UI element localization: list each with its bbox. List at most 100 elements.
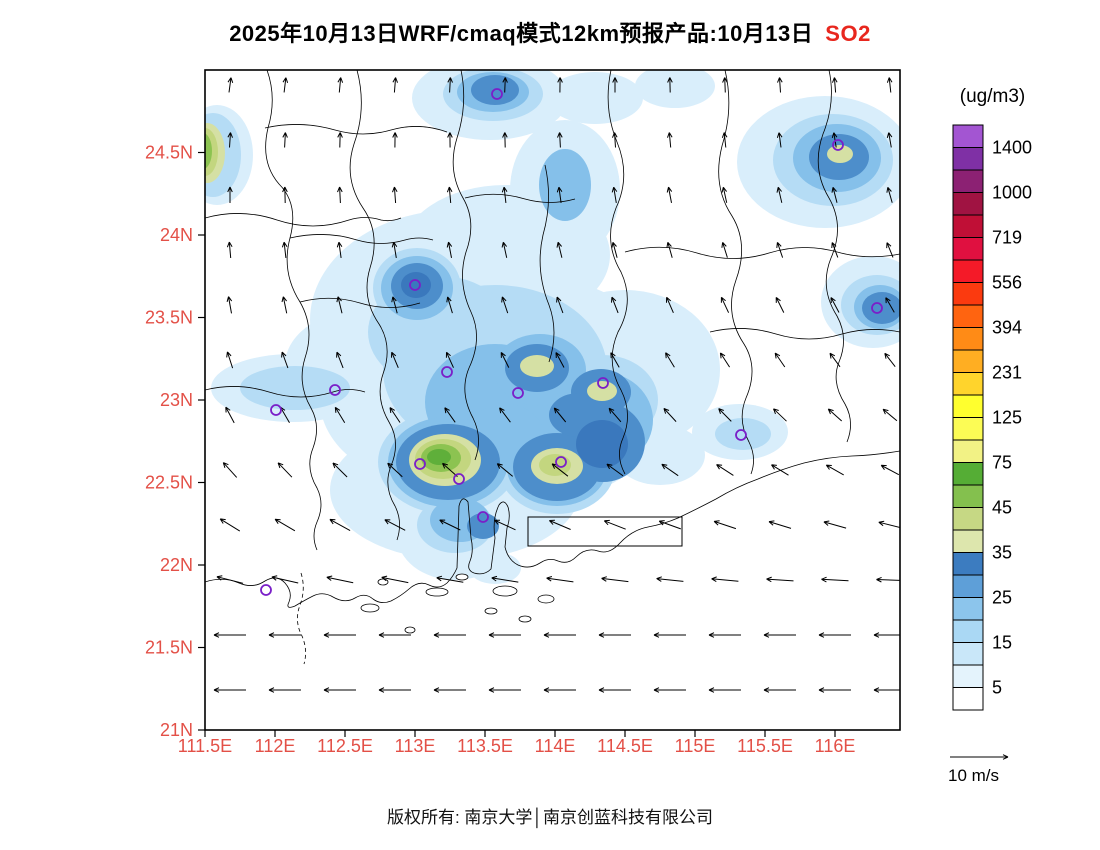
wind-arrow bbox=[213, 687, 246, 693]
contour-blob bbox=[205, 133, 212, 169]
wind-arrow bbox=[277, 462, 293, 478]
wind-arrow bbox=[556, 186, 563, 203]
wind-arrow bbox=[392, 186, 398, 204]
colorbar-cell bbox=[952, 327, 984, 351]
colorbar-cell bbox=[952, 417, 984, 441]
wind-arrow bbox=[444, 407, 456, 423]
colorbar-level-label: 719 bbox=[992, 228, 1022, 248]
wind-arrow bbox=[387, 462, 403, 478]
boundary-line bbox=[289, 234, 434, 244]
contour-blob bbox=[547, 72, 643, 124]
colorbar-level-label: 125 bbox=[992, 408, 1022, 428]
colorbar-level-label: 231 bbox=[992, 363, 1022, 383]
colorbar-cell bbox=[952, 664, 984, 688]
colorbar-cell bbox=[952, 597, 984, 621]
wind-arrow bbox=[612, 132, 618, 148]
wind-arrow bbox=[446, 186, 453, 204]
wind-arrow bbox=[501, 296, 509, 314]
wind-arrow bbox=[226, 241, 233, 259]
wind-arrow bbox=[831, 242, 839, 258]
wind-arrow bbox=[667, 77, 673, 93]
wind-arrow bbox=[442, 462, 458, 477]
contour-blob bbox=[576, 420, 628, 468]
contour-blob bbox=[539, 149, 591, 221]
colorbar-cell bbox=[952, 124, 984, 148]
wind-arrow bbox=[392, 77, 398, 93]
boundary-line bbox=[205, 213, 402, 227]
wind-arrow bbox=[226, 296, 233, 314]
contour-blob bbox=[240, 366, 350, 410]
x-tick-label: 112E bbox=[255, 736, 296, 756]
colorbar-cell bbox=[952, 507, 984, 531]
wind-arrow bbox=[213, 632, 246, 638]
wind-arrow bbox=[446, 296, 453, 314]
contour-blob bbox=[467, 513, 499, 539]
wind-arrow bbox=[445, 351, 454, 368]
wind-arrow bbox=[553, 407, 567, 423]
boundary-line bbox=[709, 328, 900, 340]
wind-arrow bbox=[329, 518, 351, 532]
boundary-line bbox=[205, 386, 366, 398]
wind-arrow bbox=[823, 520, 847, 529]
boundary-line bbox=[265, 70, 322, 551]
wind-arrow bbox=[663, 407, 677, 422]
wind-arrow bbox=[768, 520, 792, 529]
wind-arrow bbox=[610, 352, 620, 368]
wind-arrow bbox=[433, 632, 466, 638]
y-tick-label: 22.5N bbox=[145, 473, 193, 493]
wind-arrow bbox=[774, 352, 786, 368]
colorbar-cell bbox=[952, 147, 984, 171]
wind-arrow bbox=[499, 407, 511, 423]
wind-arrow bbox=[601, 576, 629, 583]
wind-arrow bbox=[227, 77, 234, 93]
wind-arrow bbox=[708, 632, 741, 638]
wind-arrow bbox=[825, 464, 844, 476]
wind-arrow bbox=[436, 575, 464, 583]
wind-arrow bbox=[720, 296, 730, 313]
wind-arrow bbox=[886, 77, 893, 93]
city-marker bbox=[512, 387, 524, 399]
wind-arrow bbox=[488, 687, 521, 693]
colorbar-cell bbox=[952, 237, 984, 261]
wind-arrow bbox=[391, 296, 398, 314]
wind-arrow bbox=[337, 186, 343, 204]
wind-arrow bbox=[491, 575, 519, 583]
wind-arrow bbox=[336, 296, 343, 314]
island-outline bbox=[484, 607, 498, 615]
city-marker bbox=[832, 139, 844, 151]
contour-blob bbox=[195, 138, 205, 162]
wind-arrow bbox=[384, 519, 406, 531]
chart-title-text: 2025年10月13日WRF/cmaq模式12km预报产品:10月13日 bbox=[229, 21, 814, 46]
wind-arrow bbox=[557, 132, 563, 148]
colorbar-level-label: 5 bbox=[992, 678, 1002, 698]
colorbar-cell bbox=[952, 214, 984, 238]
wind-arrow bbox=[549, 519, 571, 530]
wind-arrow bbox=[776, 242, 784, 258]
colorbar-cell bbox=[952, 484, 984, 508]
wind-arrow bbox=[771, 464, 789, 476]
wind-arrow bbox=[832, 77, 838, 93]
wind-arrow bbox=[557, 77, 563, 93]
wind-arrow bbox=[282, 186, 288, 204]
colorbar-cell bbox=[952, 169, 984, 193]
wind-arrow bbox=[323, 687, 356, 693]
wind-arrow bbox=[661, 463, 679, 477]
wind-arrow bbox=[543, 687, 576, 693]
wind-arrow bbox=[721, 186, 728, 203]
boundary-line bbox=[539, 164, 555, 363]
boundary-line bbox=[349, 70, 400, 541]
wind-arrow bbox=[719, 352, 731, 368]
wind-arrow bbox=[722, 77, 728, 93]
wind-arrow bbox=[227, 132, 233, 148]
wind-arrow bbox=[666, 186, 673, 203]
wind-arrow bbox=[886, 186, 893, 203]
colorbar-cell bbox=[952, 192, 984, 216]
wind-arrow bbox=[326, 575, 354, 584]
colorbar-cell bbox=[952, 282, 984, 306]
island-outline bbox=[518, 615, 532, 623]
y-tick-label: 22N bbox=[160, 555, 193, 575]
city-marker bbox=[409, 279, 421, 291]
colorbar-level-label: 45 bbox=[992, 498, 1012, 518]
colorbar-cell bbox=[952, 687, 984, 711]
contour-blob bbox=[715, 418, 771, 450]
